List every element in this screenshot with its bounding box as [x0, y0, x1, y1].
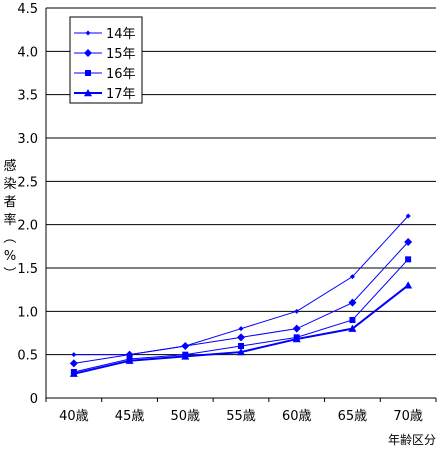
y-axis-label-char: %	[4, 249, 16, 264]
y-tick-label: 3.5	[17, 89, 38, 104]
data-point	[238, 343, 244, 349]
data-point	[404, 238, 413, 246]
legend-item: 16年	[74, 67, 136, 82]
series-3	[70, 256, 412, 375]
series-2	[69, 238, 413, 368]
data-point	[125, 356, 134, 364]
y-axis-label-char: 染	[3, 177, 16, 192]
y-axis-label-char: 率	[3, 212, 16, 228]
data-point	[181, 342, 190, 350]
y-tick-label: 0.5	[17, 349, 38, 364]
data-point	[348, 324, 357, 332]
legend-label: 17年	[106, 87, 136, 102]
y-tick-label: 2.5	[17, 175, 38, 190]
legend-label: 14年	[106, 27, 136, 42]
legend-swatch-marker	[84, 89, 92, 97]
y-tick-label: 3.0	[17, 132, 38, 147]
y-axis-label-char: （	[1, 230, 16, 243]
data-point	[69, 359, 78, 368]
y-tick-label: 0	[30, 392, 38, 407]
legend-label: 16年	[106, 67, 136, 82]
data-point	[69, 369, 78, 377]
x-axis-ticks: 40歳 45歳 50歳 55歳 60歳 65歳 70歳	[45, 398, 437, 424]
data-point	[349, 317, 356, 323]
y-axis-ticks: 0 0.5 1.0 1.5 2.0 2.5 3.0 3.5 4.0 4.5	[17, 2, 38, 407]
data-point	[405, 213, 411, 219]
legend-label: 15年	[106, 47, 136, 62]
x-tick-label: 55歳	[226, 409, 256, 424]
x-tick-label: 60歳	[282, 409, 312, 424]
y-axis-label-char: ）	[1, 266, 16, 279]
data-point	[292, 324, 301, 333]
data-point	[294, 308, 300, 314]
x-axis-label: 年齢区分	[388, 432, 436, 447]
series-4	[69, 281, 413, 377]
data-point	[292, 335, 301, 343]
data-point	[348, 298, 357, 307]
y-tick-label: 4.5	[17, 2, 38, 17]
y-tick-label: 4.0	[17, 45, 38, 60]
legend-item: 14年	[74, 27, 136, 42]
legend-swatch-marker	[84, 49, 92, 57]
y-tick-label: 1.5	[17, 262, 38, 277]
y-axis-label-char: 者	[3, 195, 16, 210]
legend: 14年 15年 16年 17年	[69, 16, 143, 104]
data-point	[237, 348, 245, 356]
data-point	[237, 333, 245, 342]
x-tick-label: 70歳	[393, 409, 423, 424]
data-point	[349, 274, 355, 280]
data-point	[181, 352, 190, 360]
legend-swatch-marker	[85, 70, 91, 76]
data-point	[405, 256, 412, 263]
legend-item: 15年	[74, 47, 136, 62]
legend-swatch-marker	[85, 30, 91, 36]
legend-box	[69, 16, 143, 104]
data-point	[404, 281, 413, 289]
legend-item: 17年	[74, 87, 136, 102]
series-group	[69, 213, 413, 377]
x-tick-label: 50歳	[171, 409, 201, 424]
data-point	[238, 326, 244, 332]
x-tick-label: 40歳	[59, 409, 89, 424]
y-axis-label-char: 感	[3, 158, 16, 174]
data-point	[71, 352, 77, 358]
y-tick-label: 2.0	[17, 219, 38, 234]
x-tick-label: 45歳	[115, 409, 145, 424]
y-tick-label: 1.0	[17, 305, 38, 320]
x-tick-label: 65歳	[338, 409, 368, 424]
